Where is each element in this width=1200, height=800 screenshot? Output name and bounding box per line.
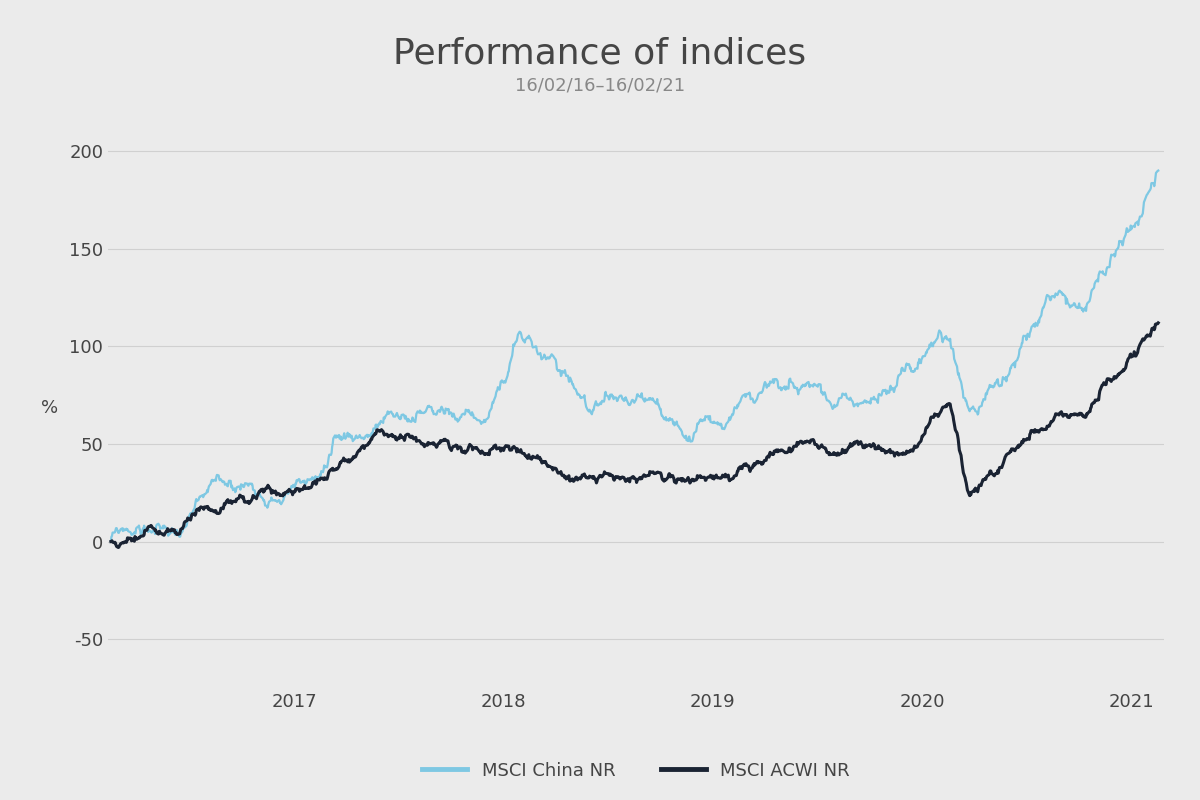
Line: MSCI China NR: MSCI China NR — [110, 170, 1158, 542]
Text: 16/02/16–16/02/21: 16/02/16–16/02/21 — [515, 76, 685, 94]
Y-axis label: %: % — [41, 399, 59, 418]
Legend: MSCI China NR, MSCI ACWI NR: MSCI China NR, MSCI ACWI NR — [415, 754, 857, 787]
Text: Performance of indices: Performance of indices — [394, 36, 806, 70]
Line: MSCI ACWI NR: MSCI ACWI NR — [110, 323, 1158, 547]
